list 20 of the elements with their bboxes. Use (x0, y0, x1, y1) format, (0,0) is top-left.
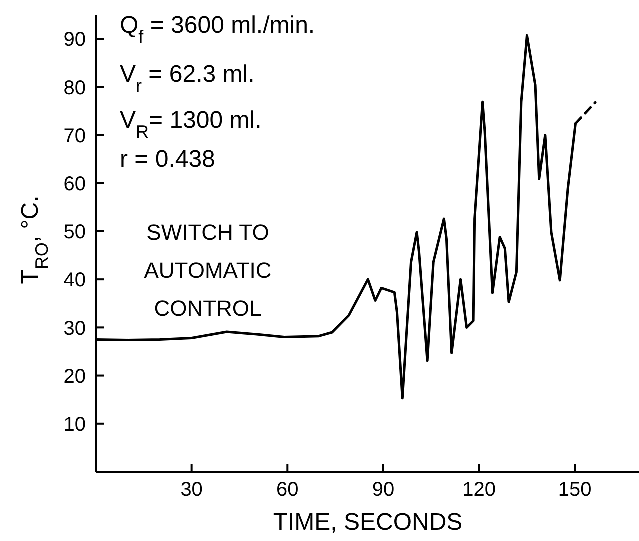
annotation: r = 0.438 (120, 146, 216, 173)
y-tick-label: 80 (64, 77, 86, 100)
x-tick-label: 90 (372, 479, 395, 502)
y-tick-label: 20 (64, 366, 86, 388)
annotation: Q$_{f}$ = 3600 ml./min. (120, 12, 316, 47)
annotation: V$_{r}$ = 62.3 ml. (120, 61, 255, 96)
annotation: V$_{R}$= 1300 ml. (120, 107, 262, 142)
y-tick-label: 70 (64, 125, 86, 148)
x-tick-label: 30 (180, 479, 203, 502)
x-axis-title: TIME, SECONDS (273, 509, 463, 536)
x-tick-label: 150 (558, 479, 592, 502)
y-tick-label: 50 (64, 222, 86, 244)
annotation: SWITCH TO AUTOMATIC CONTROL (144, 220, 272, 321)
x-tick-label: 60 (276, 479, 299, 502)
x-tick-label: 120 (462, 479, 496, 502)
y-tick-label: 30 (64, 318, 86, 340)
y-tick-label: 10 (64, 414, 86, 436)
y-tick-label: 60 (64, 173, 86, 196)
y-tick-label: 90 (64, 29, 86, 52)
y-tick-label: 40 (64, 270, 86, 292)
